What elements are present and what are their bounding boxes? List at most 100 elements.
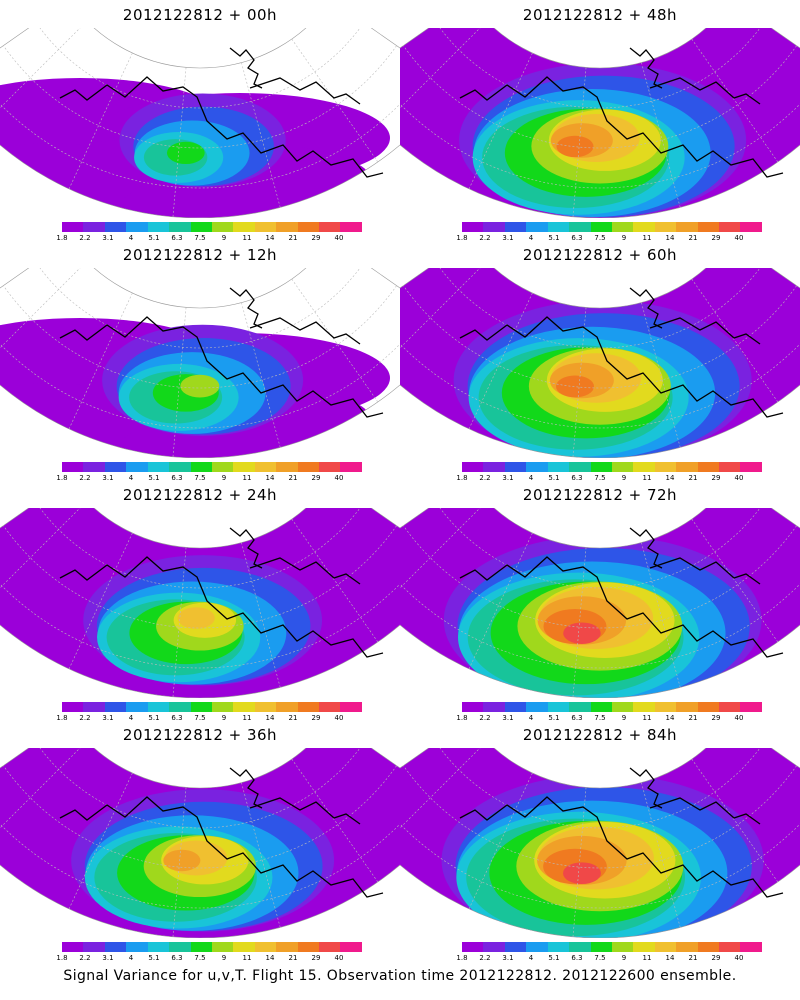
longitude-line <box>0 268 81 349</box>
forecast-panel: 2012122812 + 00h 1.8 2.2 3.1 4 5.1 6.3 7.5 9 11 14… <box>0 0 400 242</box>
map-outline <box>400 508 800 698</box>
colorbar-swatch <box>611 462 634 472</box>
colorbar <box>462 702 762 712</box>
colorbar-swatch <box>547 942 570 952</box>
colorbar-swatch <box>83 222 105 232</box>
latitude-line <box>39 28 361 109</box>
latitude-line <box>3 285 397 389</box>
longitude-line <box>68 772 133 910</box>
colorbar-tick-label: 7.5 <box>594 954 606 962</box>
colorbar-tick-label: 7.5 <box>194 954 206 962</box>
latitude-line <box>439 748 761 829</box>
colorbar-tick-label: 5.1 <box>148 954 160 962</box>
colorbar-swatch <box>62 462 84 472</box>
colorbar-swatch <box>104 942 127 952</box>
longitude-line <box>572 787 587 937</box>
longitude-line <box>68 292 133 430</box>
colorbar-swatch <box>254 702 277 712</box>
colorbar-tick-label: 40 <box>734 954 744 962</box>
colorbar-swatch <box>297 942 320 952</box>
latitude-line <box>0 103 400 189</box>
colorbar-tick-label: 5.1 <box>148 234 160 242</box>
map-outline <box>400 268 800 458</box>
colorbar-tick-label: 4 <box>528 714 534 722</box>
colorbar-swatch <box>654 942 677 952</box>
coastline <box>459 527 784 658</box>
colorbar-tick-label: 1.8 <box>56 954 68 962</box>
panel-title: 2012122812 + 12h <box>122 246 278 264</box>
longitude-line <box>400 28 481 109</box>
colorbar-tick-label: 6.3 <box>171 474 183 482</box>
latitude-line <box>3 765 397 869</box>
colorbar-swatch <box>147 222 170 232</box>
colorbar-tick-label: 3.1 <box>102 234 114 242</box>
colorbar-swatch <box>254 462 277 472</box>
colorbar-swatch <box>676 942 698 952</box>
colorbar-swatch <box>297 462 320 472</box>
colorbar-tick-label: 5.1 <box>548 234 560 242</box>
colorbar-swatch <box>211 222 234 232</box>
colorbar-tick-label: 9 <box>221 234 227 242</box>
colorbar-swatch <box>740 702 762 712</box>
latitude-line <box>403 525 797 629</box>
panel-title: 2012122812 + 00h <box>122 6 278 24</box>
colorbar-tick-label: 11 <box>242 714 252 722</box>
colorbar-tick-label: 5.1 <box>148 474 160 482</box>
colorbar-tick-label: 29 <box>311 474 321 482</box>
panel-title: 2012122812 + 84h <box>522 726 678 744</box>
latitude-line <box>0 583 400 669</box>
colorbar-ticks: 1.8 2.2 3.1 4 5.1 6.3 7.5 9 11 14 21 29 40 <box>56 714 362 724</box>
colorbar-tick-label: 40 <box>734 474 744 482</box>
colorbar-tick-label: 11 <box>642 714 652 722</box>
colorbar-tick-label: 40 <box>334 234 344 242</box>
colorbar <box>62 702 362 712</box>
colorbar-swatch <box>611 702 634 712</box>
colorbar-swatch <box>297 702 320 712</box>
longitude-line <box>0 508 81 589</box>
forecast-panel: 2012122812 + 36h 1.8 2.2 3.1 4 5.1 6.3 7.5 9 11 14… <box>0 720 400 962</box>
variance-field <box>400 268 800 458</box>
colorbar-swatch <box>569 462 591 472</box>
longitude-line <box>241 782 281 928</box>
longitude-line <box>691 38 779 163</box>
colorbar-swatch <box>462 222 484 232</box>
colorbar-tick-label: 11 <box>642 474 652 482</box>
colorbar-tick-label: 29 <box>711 714 721 722</box>
colorbar-swatch <box>462 702 484 712</box>
variance-map <box>0 28 400 218</box>
colorbar-swatch <box>483 702 505 712</box>
colorbar-tick-label: 5.1 <box>548 954 560 962</box>
colorbar-tick-label: 9 <box>621 234 627 242</box>
variance-map <box>400 748 800 938</box>
colorbar-swatch <box>526 942 548 952</box>
colorbar-swatch <box>169 462 191 472</box>
forecast-panel: 2012122812 + 72h 1.8 2.2 3.1 4 5.1 6.3 7.5 9 11 14… <box>400 480 800 722</box>
colorbar-tick-label: 6.3 <box>571 954 583 962</box>
colorbar-tick-label: 3.1 <box>102 954 114 962</box>
colorbar-tick-label: 3.1 <box>102 714 114 722</box>
colorbar-swatch <box>719 942 741 952</box>
colorbar-tick-label: 14 <box>265 234 275 242</box>
variance-map <box>400 508 800 698</box>
colorbar-tick-label: 6.3 <box>571 234 583 242</box>
colorbar-swatch <box>462 462 484 472</box>
colorbar-swatch <box>319 462 341 472</box>
colorbar-swatch <box>104 462 127 472</box>
longitude-line <box>291 278 379 403</box>
longitude-line <box>468 52 533 190</box>
colorbar-tick-label: 11 <box>242 954 252 962</box>
map-outline <box>0 508 400 698</box>
colorbar-tick-label: 1.8 <box>56 714 68 722</box>
variance-map <box>0 508 400 698</box>
colorbar-swatch <box>504 222 527 232</box>
colorbar-tick-label: 9 <box>221 954 227 962</box>
colorbar-swatch <box>483 942 505 952</box>
colorbar-tick-label: 29 <box>711 954 721 962</box>
map-outline <box>0 268 400 458</box>
colorbar-swatch <box>740 462 762 472</box>
coastline <box>459 287 784 418</box>
longitude-line <box>0 28 81 109</box>
forecast-panel: 2012122812 + 12h 1.8 2.2 3.1 4 5.1 6.3 7.5 9 11 14… <box>0 240 400 482</box>
colorbar-tick-label: 7.5 <box>594 234 606 242</box>
colorbar-swatch <box>611 942 634 952</box>
